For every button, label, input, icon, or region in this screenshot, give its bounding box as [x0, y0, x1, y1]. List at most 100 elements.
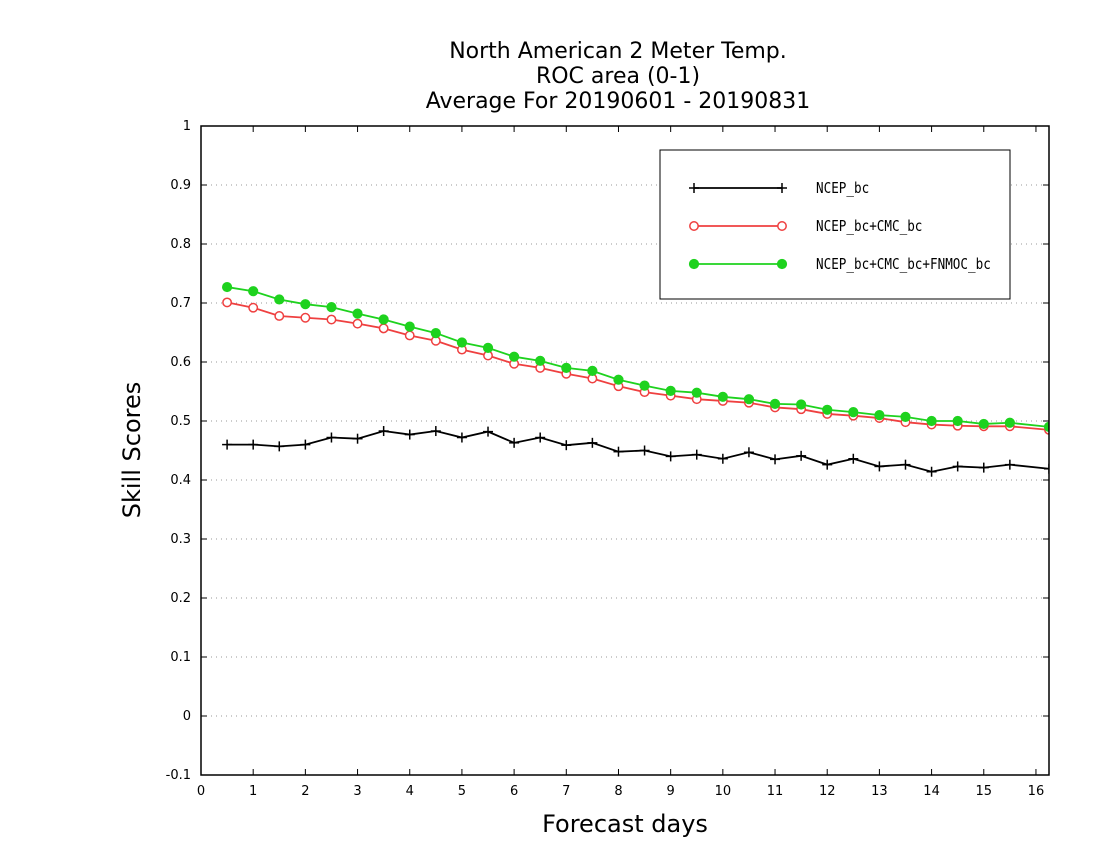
data-point: [613, 446, 624, 457]
data-point: [483, 426, 494, 437]
data-point: [352, 308, 363, 319]
legend-marker: [777, 221, 787, 231]
legend-marker: [776, 258, 788, 270]
data-point: [300, 439, 311, 450]
data-point: [665, 451, 676, 462]
data-point: [796, 399, 807, 410]
legend: NCEP_bc NCEP_bc+CMC_bc NCEP_bc+CMC_bc+FNMO…: [659, 149, 1011, 300]
y-tick-label: 0.9: [170, 178, 191, 193]
data-point: [978, 418, 989, 430]
plot-area: [221, 281, 1049, 477]
data-point: [248, 302, 259, 313]
data-point: [509, 437, 520, 448]
y-tick-label: 1: [183, 119, 191, 134]
x-axis-label: Forecast days: [542, 810, 708, 838]
data-point: [691, 387, 702, 398]
legend-item: NCEP_bc: [689, 179, 869, 197]
legend-marker: [689, 183, 699, 193]
legend-box: [659, 149, 1011, 300]
data-point: [535, 432, 546, 443]
data-point: [222, 439, 233, 450]
data-point: [561, 440, 572, 451]
data-point: [639, 445, 650, 456]
legend-item: NCEP_bc+CMC_bc: [689, 217, 922, 235]
y-tick-label: 0.5: [170, 414, 191, 429]
data-point: [822, 404, 833, 415]
title-line-3: Average For 20190601 - 20190831: [426, 89, 811, 114]
data-point: [587, 365, 598, 376]
data-point: [926, 415, 937, 427]
data-point: [613, 374, 624, 385]
x-tick-label: 9: [667, 784, 675, 799]
legend-label: NCEP_bc: [816, 179, 869, 197]
y-tick-label: 0.8: [170, 237, 191, 252]
data-point: [900, 459, 911, 470]
x-tick-label: 14: [923, 784, 940, 799]
data-point: [352, 318, 363, 329]
series-ncep-bc-cmc-bc: [222, 297, 1049, 435]
data-point: [352, 433, 363, 444]
data-point: [848, 407, 859, 418]
data-point: [482, 342, 494, 353]
x-tick-label: 8: [614, 784, 622, 799]
series-ncep-bc-cmc-bc-fnmoc-bc: [221, 281, 1049, 432]
plot-frame: [200, 125, 1050, 776]
x-tick-label: 15: [975, 784, 992, 799]
legend-item: NCEP_bc+CMC_bc+FNMOC_bc: [688, 255, 991, 273]
legend-marker: [777, 183, 787, 193]
data-point: [404, 330, 415, 341]
y-tick-label: 0: [183, 709, 191, 724]
data-point: [900, 411, 911, 422]
data-point: [509, 351, 520, 362]
x-tick-label: 5: [458, 784, 466, 799]
x-tick-label: 4: [406, 784, 414, 799]
data-point: [222, 297, 233, 308]
y-tick-label: 0.2: [170, 591, 191, 606]
y-tick-label: 0.7: [170, 296, 191, 311]
x-tick-label: 11: [767, 784, 784, 799]
series-line: [226, 286, 1049, 428]
data-point: [404, 429, 415, 440]
data-point: [326, 432, 337, 443]
x-tick-label: 1: [249, 784, 257, 799]
data-point: [639, 380, 650, 391]
data-point: [430, 426, 441, 437]
data-point: [926, 466, 937, 477]
x-tick-label: 12: [819, 784, 836, 799]
series-ncep-bc: [222, 426, 1049, 477]
data-point: [717, 391, 728, 402]
data-point: [769, 398, 781, 409]
data-point: [456, 337, 468, 348]
data-point: [1044, 463, 1049, 474]
data-point: [665, 385, 676, 397]
data-point: [743, 394, 755, 405]
legend-items: NCEP_bc NCEP_bc+CMC_bc NCEP_bc+CMC_bc+FNMO…: [688, 179, 991, 273]
data-point: [535, 355, 546, 366]
data-point: [717, 453, 728, 464]
data-point: [274, 311, 285, 321]
y-tick-label: 0.1: [170, 650, 191, 665]
data-point: [221, 281, 233, 293]
x-tick-label: 0: [197, 784, 205, 799]
x-tick-label: 3: [353, 784, 361, 799]
data-point: [248, 286, 259, 297]
data-point: [1004, 459, 1015, 470]
data-point: [691, 449, 702, 460]
data-point: [300, 299, 311, 310]
data-point: [561, 362, 572, 373]
data-point: [770, 454, 781, 465]
data-point: [978, 462, 989, 473]
y-tick-label: -0.1: [166, 768, 191, 783]
data-point: [300, 312, 311, 323]
legend-label: NCEP_bc+CMC_bc+FNMOC_bc: [816, 255, 991, 273]
title-line-1: North American 2 Meter Temp.: [449, 39, 787, 64]
data-point: [274, 441, 285, 452]
data-point: [404, 321, 415, 332]
data-point: [952, 415, 963, 427]
y-tick-label: 0.4: [170, 473, 191, 488]
data-point: [1004, 417, 1015, 428]
y-tick-label: 0.3: [170, 532, 191, 547]
x-tick-label: 7: [562, 784, 570, 799]
data-point: [378, 323, 389, 334]
